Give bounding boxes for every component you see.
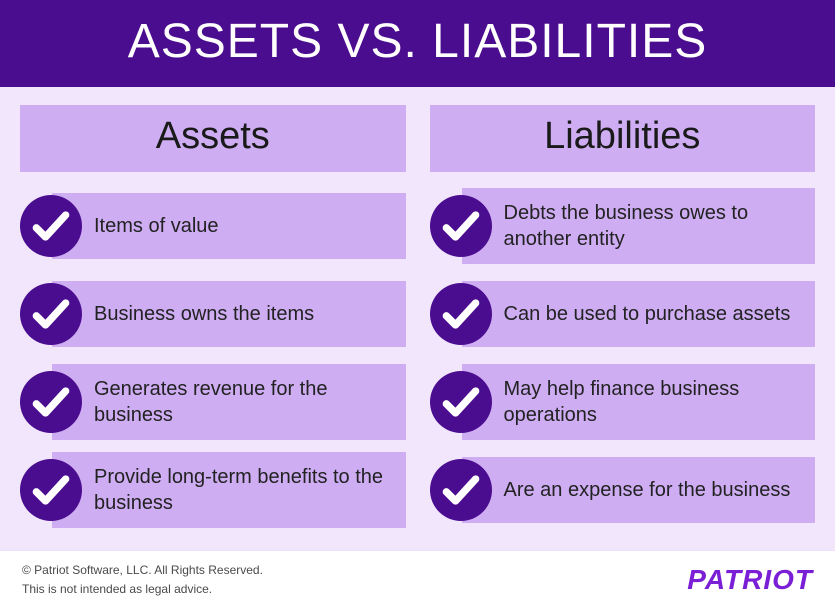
item-text: Can be used to purchase assets [462, 281, 816, 347]
item-text: Items of value [52, 193, 406, 259]
check-icon [20, 459, 82, 521]
brand-logo: PATRIOT [687, 564, 813, 596]
item-text: Are an expense for the business [462, 457, 816, 523]
assets-column: Assets Items of value Business owns the … [20, 105, 406, 542]
comparison-content: Assets Items of value Business owns the … [0, 87, 835, 550]
item-text: May help finance business operations [462, 364, 816, 440]
infographic: ASSETS VS. LIABILITIES Assets Items of v… [0, 0, 835, 600]
page-title: ASSETS VS. LIABILITIES [0, 0, 835, 87]
item-text: Debts the business owes to another entit… [462, 188, 816, 264]
disclaimer-text: This is not intended as legal advice. [22, 580, 263, 599]
check-icon [20, 195, 82, 257]
check-icon [430, 283, 492, 345]
liabilities-title: Liabilities [430, 105, 816, 172]
liabilities-column: Liabilities Debts the business owes to a… [430, 105, 816, 542]
list-item: Generates revenue for the business [20, 366, 406, 438]
copyright-text: © Patriot Software, LLC. All Rights Rese… [22, 561, 263, 580]
item-text: Provide long-term benefits to the busine… [52, 452, 406, 528]
check-icon [20, 283, 82, 345]
item-text: Generates revenue for the business [52, 364, 406, 440]
footer: © Patriot Software, LLC. All Rights Rese… [0, 550, 835, 611]
assets-title: Assets [20, 105, 406, 172]
check-icon [430, 459, 492, 521]
item-text: Business owns the items [52, 281, 406, 347]
list-item: Debts the business owes to another entit… [430, 190, 816, 262]
footer-legal: © Patriot Software, LLC. All Rights Rese… [22, 561, 263, 599]
check-icon [430, 195, 492, 257]
list-item: Are an expense for the business [430, 454, 816, 526]
list-item: May help finance business operations [430, 366, 816, 438]
list-item: Can be used to purchase assets [430, 278, 816, 350]
check-icon [430, 371, 492, 433]
list-item: Provide long-term benefits to the busine… [20, 454, 406, 526]
list-item: Items of value [20, 190, 406, 262]
list-item: Business owns the items [20, 278, 406, 350]
check-icon [20, 371, 82, 433]
